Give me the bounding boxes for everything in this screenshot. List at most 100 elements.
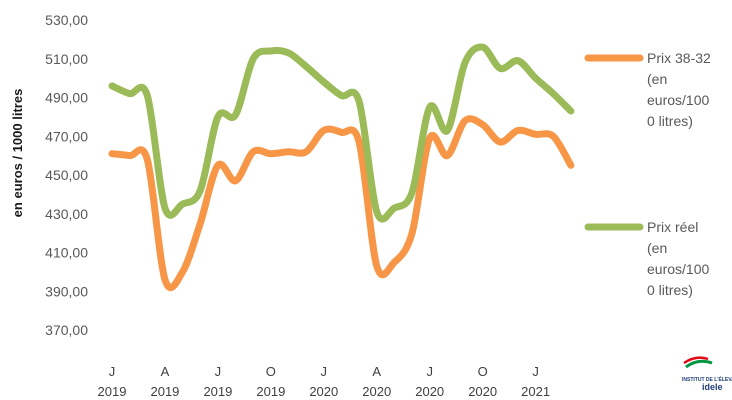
data-point [409, 230, 415, 236]
data-point [127, 91, 133, 97]
data-point [391, 259, 397, 265]
data-point [356, 139, 362, 145]
x-tick-month: J [321, 364, 328, 379]
data-point [515, 58, 521, 64]
data-point [515, 127, 521, 133]
legend-label-1: euros/100 [647, 92, 709, 108]
data-point [568, 108, 574, 114]
x-tick-month: A [161, 364, 170, 379]
data-point [215, 114, 221, 120]
x-tick-year: 2019 [203, 384, 232, 399]
data-point [462, 118, 468, 124]
x-axis: J 2019 A 2019 J 2019 O 2019 J 2020 A 2020 J 2020 O 2020… [98, 364, 551, 399]
x-tick-month: O [478, 364, 488, 379]
x-tick-month: J [215, 364, 222, 379]
y-tick-label: 410,00 [45, 245, 88, 261]
data-point [250, 149, 256, 155]
data-point [162, 205, 168, 211]
data-point [303, 149, 309, 155]
data-point [180, 269, 186, 275]
data-point [321, 127, 327, 133]
x-tick-month: J [532, 364, 539, 379]
x-tick-year: 2019 [256, 384, 285, 399]
series-line-1 [108, 115, 575, 291]
data-point [568, 162, 574, 168]
data-point [268, 151, 274, 157]
x-tick-year: 2020 [362, 384, 391, 399]
x-tick-year: 2019 [150, 384, 179, 399]
logo-small-text: INSTITUT DE L'ÉLEVAGE [682, 375, 732, 383]
legend-label-1: (en [647, 71, 667, 87]
data-point [374, 209, 380, 215]
legend-label-2: (en [647, 240, 667, 256]
data-point [374, 263, 380, 269]
data-point [497, 139, 503, 145]
legend-label-2: Prix réel [647, 219, 698, 235]
data-point [233, 112, 239, 118]
legend-label-2: euros/100 [647, 261, 709, 277]
data-point [391, 205, 397, 211]
legend-label-1: 0 litres) [647, 113, 693, 129]
x-tick-year: 2020 [468, 384, 497, 399]
series-lines [108, 43, 575, 291]
data-point [533, 131, 539, 137]
data-point [109, 151, 115, 157]
legend-label-2: 0 litres) [647, 282, 693, 298]
y-tick-label: 510,00 [45, 51, 88, 67]
y-tick-label: 450,00 [45, 167, 88, 183]
data-point [338, 93, 344, 99]
data-point [144, 93, 150, 99]
x-tick-year: 2021 [521, 384, 550, 399]
y-tick-label: 490,00 [45, 90, 88, 106]
x-tick-year: 2020 [309, 384, 338, 399]
data-point [356, 98, 362, 104]
data-point [480, 44, 486, 50]
y-tick-label: 430,00 [45, 206, 88, 222]
data-point [338, 129, 344, 135]
data-point [286, 50, 292, 56]
data-point [180, 201, 186, 207]
logo-swoosh-red [683, 356, 709, 365]
legend-label-1: Prix 38-32 [647, 50, 711, 66]
x-tick-year: 2019 [98, 384, 127, 399]
x-tick-month: J [109, 364, 116, 379]
logo-swoosh-green [685, 359, 713, 369]
data-point [197, 220, 203, 226]
legend: Prix 38-32 (en euros/100 0 litres) Prix réel… [584, 50, 711, 298]
data-point [550, 91, 556, 97]
data-point [480, 122, 486, 128]
data-point [127, 153, 133, 159]
data-point [215, 162, 221, 168]
x-tick-month: O [266, 364, 276, 379]
x-tick-year: 2020 [415, 384, 444, 399]
data-point [444, 127, 450, 133]
y-tick-label: 390,00 [45, 283, 88, 299]
y-axis-label: en euros / 1000 litres [10, 89, 25, 218]
data-point [233, 178, 239, 184]
data-point [162, 277, 168, 283]
y-tick-label: 470,00 [45, 128, 88, 144]
idele-logo: INSTITUT DE L'ÉLEVAGE idele [682, 356, 732, 392]
data-point [427, 135, 433, 141]
data-point [303, 64, 309, 70]
data-point [550, 133, 556, 139]
data-point [497, 65, 503, 71]
data-point [197, 188, 203, 194]
x-tick-month: A [372, 364, 381, 379]
data-point [144, 157, 150, 163]
data-point [409, 189, 415, 195]
data-point [533, 75, 539, 81]
data-point [250, 56, 256, 62]
data-point [286, 149, 292, 155]
y-tick-label: 370,00 [45, 322, 88, 338]
data-point [427, 104, 433, 110]
data-point [268, 48, 274, 54]
data-point [321, 79, 327, 85]
logo-wordmark: idele [702, 382, 723, 392]
y-tick-label: 530,00 [45, 12, 88, 28]
x-tick-month: J [426, 364, 433, 379]
series-line-2 [108, 43, 575, 223]
data-point [109, 83, 115, 89]
